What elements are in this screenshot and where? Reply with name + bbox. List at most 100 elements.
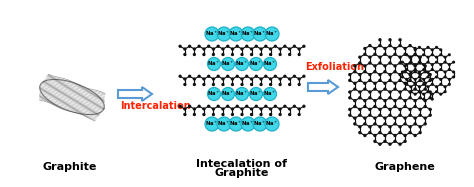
Circle shape [231, 84, 233, 85]
Circle shape [419, 62, 421, 64]
Circle shape [298, 108, 300, 110]
Circle shape [279, 108, 281, 110]
Circle shape [414, 79, 416, 80]
FancyArrow shape [308, 80, 338, 94]
Circle shape [374, 47, 376, 50]
Circle shape [409, 74, 411, 76]
Circle shape [419, 108, 421, 110]
Circle shape [410, 71, 412, 73]
Circle shape [354, 123, 356, 125]
Circle shape [379, 79, 381, 81]
Circle shape [404, 123, 406, 125]
Text: Na$^+$: Na$^+$ [249, 89, 263, 98]
Circle shape [369, 91, 371, 93]
Circle shape [203, 48, 205, 50]
Circle shape [414, 83, 416, 85]
Text: Graphite: Graphite [43, 162, 97, 172]
Circle shape [208, 105, 210, 107]
Circle shape [246, 105, 248, 107]
Circle shape [379, 91, 381, 93]
Circle shape [265, 45, 267, 47]
Circle shape [364, 88, 366, 90]
Circle shape [419, 71, 420, 73]
Circle shape [231, 114, 233, 115]
Circle shape [409, 132, 411, 134]
Text: Exfoliation: Exfoliation [305, 62, 364, 72]
Circle shape [255, 105, 257, 107]
Circle shape [303, 45, 305, 47]
Circle shape [384, 105, 386, 108]
Text: Na$^+$: Na$^+$ [249, 59, 263, 68]
Circle shape [414, 117, 416, 119]
Circle shape [419, 126, 421, 128]
Circle shape [431, 49, 433, 51]
Circle shape [251, 84, 253, 85]
Circle shape [431, 98, 433, 100]
Circle shape [431, 54, 433, 56]
Circle shape [222, 108, 224, 110]
Circle shape [440, 83, 442, 85]
Circle shape [406, 64, 408, 65]
Text: Na$^+$: Na$^+$ [229, 29, 243, 38]
Circle shape [389, 62, 391, 64]
Circle shape [364, 53, 366, 55]
Circle shape [193, 114, 195, 115]
Circle shape [189, 105, 191, 107]
Circle shape [453, 76, 455, 78]
Circle shape [389, 45, 391, 47]
Circle shape [270, 48, 272, 50]
Circle shape [212, 114, 214, 115]
Circle shape [404, 71, 406, 73]
Circle shape [406, 83, 408, 85]
Circle shape [409, 97, 411, 99]
Circle shape [389, 79, 391, 81]
Circle shape [270, 78, 272, 80]
Circle shape [260, 53, 262, 55]
Circle shape [359, 91, 361, 93]
Circle shape [399, 132, 401, 134]
Circle shape [198, 45, 200, 47]
Circle shape [184, 53, 186, 55]
Circle shape [193, 48, 195, 50]
Circle shape [227, 45, 228, 47]
Circle shape [289, 53, 291, 55]
Circle shape [410, 61, 412, 63]
Circle shape [436, 61, 438, 63]
Circle shape [404, 53, 406, 55]
Circle shape [270, 114, 272, 115]
Circle shape [241, 78, 243, 80]
Circle shape [404, 65, 406, 67]
Circle shape [410, 86, 412, 88]
Text: Na$^+$: Na$^+$ [221, 89, 235, 98]
Circle shape [389, 108, 391, 110]
Circle shape [448, 79, 450, 80]
Circle shape [436, 47, 438, 48]
Circle shape [427, 86, 429, 88]
Circle shape [409, 108, 411, 110]
Circle shape [453, 61, 455, 63]
Circle shape [179, 45, 181, 47]
Circle shape [255, 75, 257, 77]
Circle shape [424, 65, 426, 67]
Circle shape [401, 61, 403, 63]
Circle shape [379, 56, 381, 58]
Circle shape [424, 71, 426, 73]
Circle shape [208, 88, 220, 100]
Circle shape [241, 27, 255, 41]
Circle shape [410, 76, 412, 78]
Circle shape [359, 97, 361, 99]
Circle shape [389, 114, 391, 116]
Circle shape [208, 45, 210, 47]
Circle shape [354, 88, 356, 90]
Text: Na$^+$: Na$^+$ [217, 119, 231, 128]
Circle shape [270, 53, 272, 55]
Circle shape [193, 78, 195, 80]
Circle shape [394, 117, 396, 119]
Circle shape [222, 48, 224, 50]
Circle shape [237, 105, 238, 107]
Circle shape [394, 105, 396, 108]
Circle shape [431, 79, 433, 80]
Circle shape [414, 65, 416, 67]
Circle shape [184, 78, 186, 80]
Circle shape [394, 134, 396, 137]
